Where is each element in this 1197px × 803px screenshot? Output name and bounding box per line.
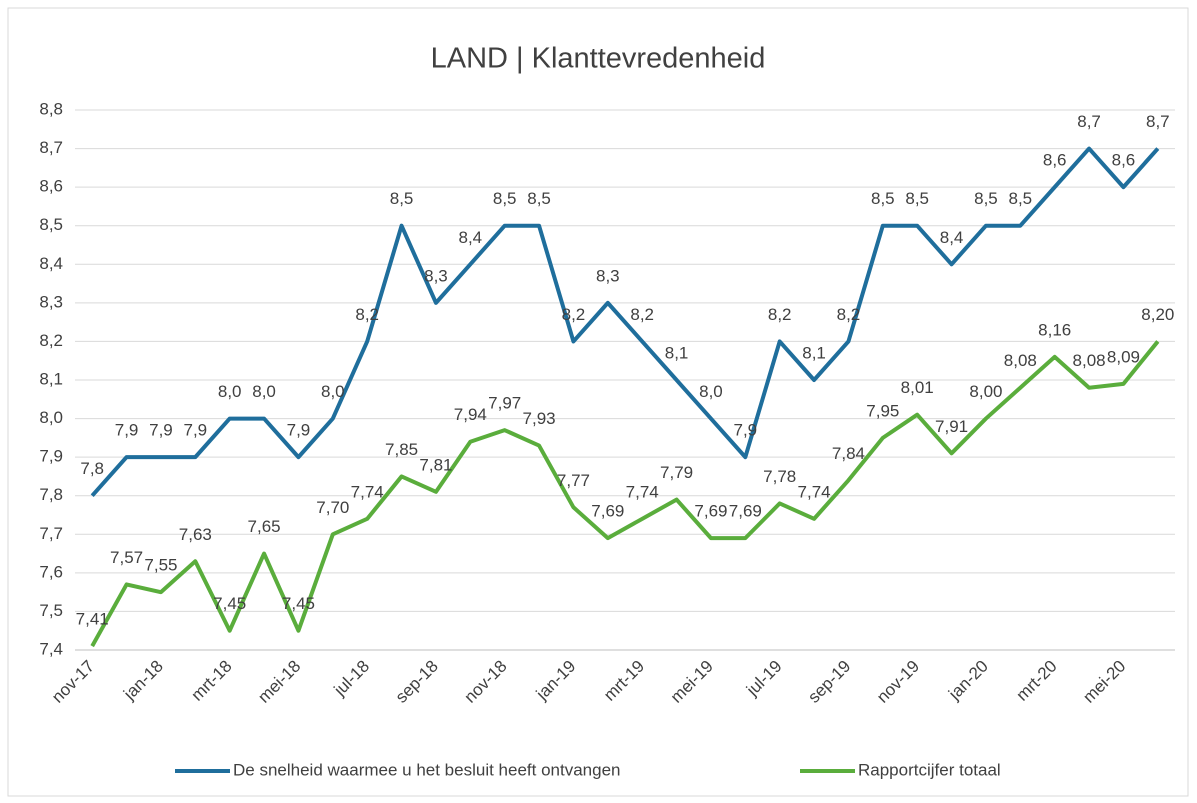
data-label: 8,5	[390, 189, 414, 208]
data-label: 8,6	[1112, 151, 1136, 170]
y-tick-label: 8,7	[39, 138, 63, 157]
data-label: 7,9	[115, 421, 139, 440]
data-label: 7,77	[557, 471, 590, 490]
y-tick-label: 7,8	[39, 485, 63, 504]
series-line	[90, 340, 1160, 648]
data-label: 8,0	[699, 382, 723, 401]
data-label: 8,00	[969, 382, 1002, 401]
data-label: 8,0	[218, 382, 242, 401]
data-label: 7,81	[419, 455, 452, 474]
data-label: 7,9	[183, 421, 207, 440]
y-tick-label: 7,4	[39, 639, 63, 658]
y-tick-label: 8,6	[39, 177, 63, 196]
data-label: 8,08	[1073, 351, 1106, 370]
data-label: 8,01	[901, 378, 934, 397]
y-tick-label: 8,3	[39, 292, 63, 311]
data-label: 8,08	[1004, 351, 1037, 370]
series-line	[90, 146, 1160, 498]
legend-label: Rapportcijfer totaal	[858, 760, 1001, 779]
y-tick-label: 7,7	[39, 524, 63, 543]
data-label: 8,2	[837, 305, 861, 324]
chart-title: LAND | Klanttevredenheid	[431, 43, 766, 75]
data-label: 8,4	[940, 228, 964, 247]
data-label: 7,8	[80, 459, 104, 478]
data-label: 8,5	[527, 189, 551, 208]
data-label: 8,3	[424, 266, 448, 285]
data-label: 8,7	[1146, 112, 1170, 131]
y-tick-label: 8,8	[39, 99, 63, 118]
y-tick-label: 8,0	[39, 408, 63, 427]
y-tick-label: 7,6	[39, 562, 63, 581]
data-label: 8,7	[1077, 112, 1101, 131]
data-label: 7,84	[832, 444, 865, 463]
data-label: 8,0	[252, 382, 276, 401]
y-tick-label: 8,4	[39, 254, 63, 273]
data-label: 8,3	[596, 266, 620, 285]
data-label: 7,63	[179, 525, 212, 544]
data-label: 8,0	[321, 382, 345, 401]
y-tick-label: 8,5	[39, 215, 63, 234]
data-label: 7,93	[523, 409, 556, 428]
data-label: 7,79	[660, 463, 693, 482]
data-label: 8,1	[802, 343, 826, 362]
data-label: 8,4	[458, 228, 482, 247]
data-label: 8,2	[562, 305, 586, 324]
data-label: 7,97	[488, 394, 521, 413]
data-label: 7,74	[798, 482, 831, 501]
data-label: 7,57	[110, 548, 143, 567]
data-label: 7,95	[866, 401, 899, 420]
data-label: 7,91	[935, 417, 968, 436]
data-label: 7,78	[763, 467, 796, 486]
data-label: 7,55	[144, 556, 177, 575]
data-label: 8,5	[493, 189, 517, 208]
data-label: 7,69	[591, 502, 624, 521]
data-label: 7,69	[694, 502, 727, 521]
data-label: 7,74	[626, 482, 659, 501]
data-label: 7,45	[282, 594, 315, 613]
data-label: 8,16	[1038, 320, 1071, 339]
data-label: 8,5	[905, 189, 929, 208]
data-label: 7,74	[351, 482, 384, 501]
data-label: 8,5	[1008, 189, 1032, 208]
data-label: 7,45	[213, 594, 246, 613]
data-label: 8,6	[1043, 151, 1067, 170]
data-label: 8,2	[355, 305, 379, 324]
data-label: 8,20	[1141, 305, 1174, 324]
data-label: 7,70	[316, 498, 349, 517]
data-label: 7,85	[385, 440, 418, 459]
chart-frame	[7, 7, 1189, 797]
data-label: 8,5	[871, 189, 895, 208]
y-tick-label: 7,5	[39, 601, 63, 620]
data-label: 8,2	[630, 305, 654, 324]
data-label: 7,9	[149, 421, 173, 440]
legend-label: De snelheid waarmee u het besluit heeft …	[233, 760, 620, 779]
data-label: 7,9	[287, 421, 311, 440]
data-label: 8,09	[1107, 347, 1140, 366]
y-tick-label: 8,2	[39, 331, 63, 350]
data-label: 7,69	[729, 502, 762, 521]
data-label: 7,41	[76, 610, 109, 629]
data-label: 7,9	[733, 421, 757, 440]
data-label: 8,1	[665, 343, 689, 362]
y-tick-label: 8,1	[39, 369, 63, 388]
data-label: 8,5	[974, 189, 998, 208]
data-label: 7,94	[454, 405, 487, 424]
y-tick-label: 7,9	[39, 447, 63, 466]
data-label: 7,65	[248, 517, 281, 536]
data-label: 8,2	[768, 305, 792, 324]
